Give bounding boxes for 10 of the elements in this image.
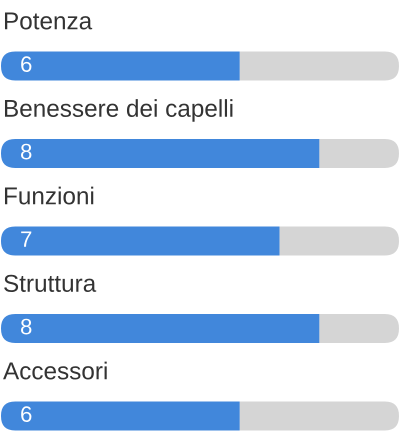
data-label: 8 <box>20 318 32 334</box>
y-tick-label: Struttura <box>4 274 96 292</box>
data-label: 7 <box>21 231 32 247</box>
data-label: 6 <box>21 406 32 422</box>
y-tick-label: Benessere dei capelli <box>4 99 232 122</box>
y-tick-label: Accessori <box>3 362 107 380</box>
y-tick-label: Funzioni <box>4 186 94 204</box>
y-tick-label: Potenza <box>4 12 92 30</box>
data-label: 6 <box>21 56 32 72</box>
data-label: 8 <box>20 144 32 160</box>
